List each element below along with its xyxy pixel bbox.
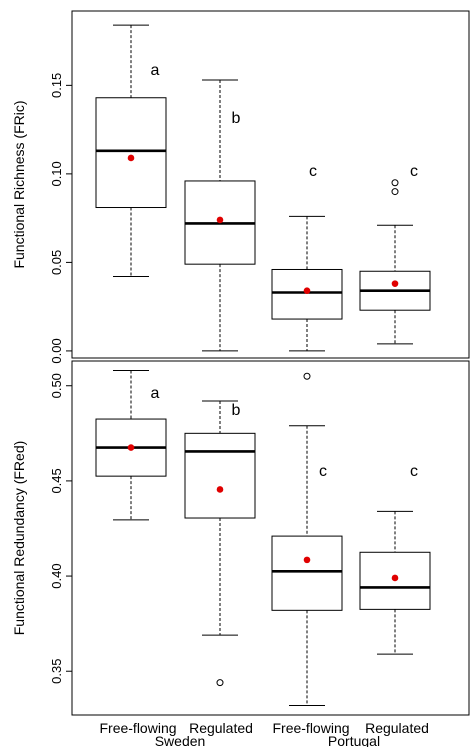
significance-letter: a [151, 385, 160, 402]
significance-letter: c [410, 463, 418, 480]
significance-letter: c [309, 163, 317, 180]
y-axis-label: Functional Redundancy (FRed) [11, 441, 27, 636]
y-tick-label: 0.50 [49, 373, 64, 398]
significance-letter: a [151, 62, 160, 79]
mean-point [303, 287, 311, 295]
mean-point [127, 444, 135, 451]
y-tick-label: 0.35 [49, 659, 64, 684]
x-axis: Free-flowing Regulated Free-flowing Regu… [99, 720, 429, 749]
x-tick-label: Regulated [365, 720, 429, 736]
significance-letter: c [319, 463, 327, 480]
box-3: c [271, 372, 343, 706]
panel-functional-redundancy: 0.35 0.40 0.45 0.50 Functional Redundancy (F… [11, 360, 470, 716]
box-3: c [271, 163, 343, 352]
x-group-label: Portugal [328, 733, 380, 747]
x-tick-label: Regulated [189, 720, 253, 736]
plot-frame [71, 10, 470, 359]
mean-point [127, 154, 135, 162]
iqr-box [184, 432, 256, 519]
mean-point [216, 486, 224, 493]
iqr-box [95, 97, 167, 209]
mean-point [391, 574, 399, 582]
panel-functional-richness: 0.00 0.05 0.10 0.15 Functional Richness (FRi… [11, 10, 470, 364]
outlier-point [303, 372, 311, 380]
outlier-point [391, 188, 399, 196]
significance-letter: b [232, 110, 241, 127]
outlier-point [216, 679, 224, 687]
outlier-point [391, 179, 399, 187]
box-2: b [184, 79, 256, 352]
significance-letter: c [410, 163, 418, 180]
y-tick-label: 0.45 [49, 468, 64, 493]
box-2: b [184, 400, 256, 687]
iqr-box [271, 535, 343, 611]
box-4: c [359, 163, 431, 345]
y-tick-label: 0.05 [49, 250, 64, 275]
y-tick-label: 0.40 [49, 563, 64, 588]
mean-point [303, 556, 311, 564]
x-group-label: Sweden [155, 733, 206, 747]
box-4: c [359, 463, 431, 655]
mean-point [391, 280, 399, 287]
iqr-box [271, 268, 343, 320]
significance-letter: b [232, 402, 241, 419]
y-tick-label: 0.10 [49, 161, 64, 186]
y-tick-label: 0.00 [49, 338, 64, 363]
y-tick-label: 0.15 [49, 73, 64, 98]
x-tick-label: Free-flowing [99, 720, 176, 736]
x-tick-label: Free-flowing [272, 720, 349, 736]
box-1: a [95, 370, 167, 521]
y-axis-label: Functional Richness (FRic) [11, 100, 27, 268]
mean-point [216, 216, 224, 224]
plot-frame [71, 360, 470, 716]
box-1: a [95, 24, 167, 278]
